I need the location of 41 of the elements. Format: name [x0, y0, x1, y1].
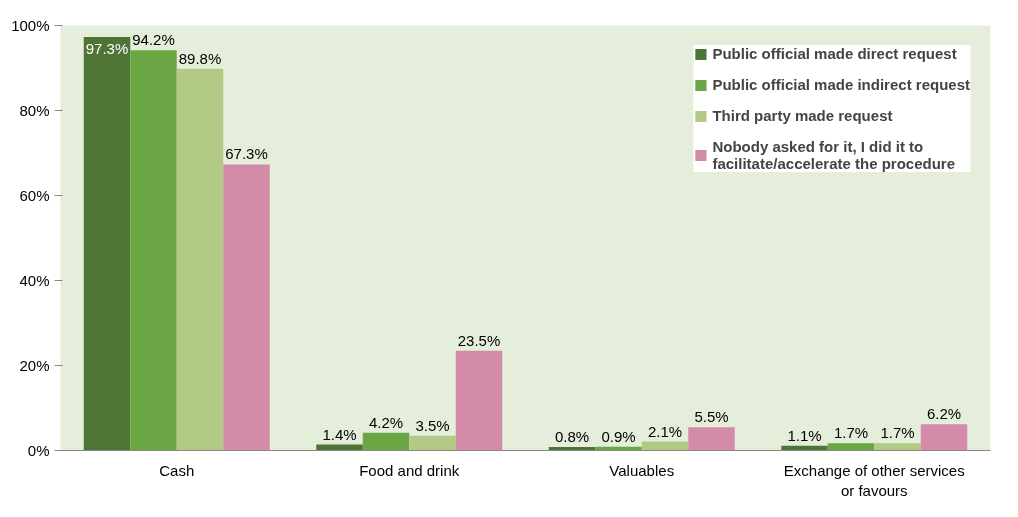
data-label: 4.2%	[368, 413, 404, 431]
y-tick-label: 100%	[11, 17, 50, 34]
x-tick-label: Food and drink	[359, 461, 460, 479]
legend-label: Public official made indirect request	[712, 76, 970, 93]
data-label: 97.3%	[85, 39, 129, 57]
bar	[409, 435, 456, 451]
bar	[83, 36, 131, 451]
bar	[827, 443, 875, 451]
data-label: 1.7%	[880, 424, 915, 442]
y-tick-label: 60%	[19, 187, 50, 204]
legend-label: Third party made request	[712, 107, 893, 124]
data-label: 6.2%	[926, 405, 962, 423]
data-label: 1.1%	[787, 426, 822, 444]
data-label: 1.7%	[833, 424, 869, 442]
data-label: 5.5%	[694, 408, 729, 426]
data-label: 3.5%	[415, 416, 450, 434]
y-tick-label: 80%	[19, 102, 50, 119]
data-label: 23.5%	[457, 331, 501, 349]
bar	[688, 427, 735, 451]
bar	[223, 164, 270, 451]
y-tick-label: 40%	[19, 272, 50, 289]
data-label: 0.8%	[554, 428, 590, 446]
bar	[130, 50, 177, 451]
bar	[920, 424, 968, 451]
legend-label: Public official made direct request	[712, 45, 957, 62]
data-label: 2.1%	[647, 422, 683, 440]
bar	[874, 443, 921, 451]
y-tick-label: 0%	[27, 442, 50, 459]
data-label: 0.9%	[601, 427, 636, 445]
data-label: 89.8%	[178, 49, 222, 67]
x-tick-label: Exchange of other services or favours	[783, 461, 965, 499]
data-label: 67.3%	[225, 145, 268, 163]
legend-label: Nobody asked for it, I did it to facilitate/accelerate the procedure	[712, 138, 956, 172]
y-tick-label: 20%	[19, 357, 50, 374]
x-tick-label: Valuables	[609, 461, 675, 479]
data-label: 94.2%	[132, 31, 175, 49]
x-tick-label: Cash	[159, 461, 195, 479]
bar	[455, 350, 503, 451]
data-label: 1.4%	[322, 425, 357, 443]
bar	[362, 432, 410, 451]
bar	[176, 68, 224, 451]
